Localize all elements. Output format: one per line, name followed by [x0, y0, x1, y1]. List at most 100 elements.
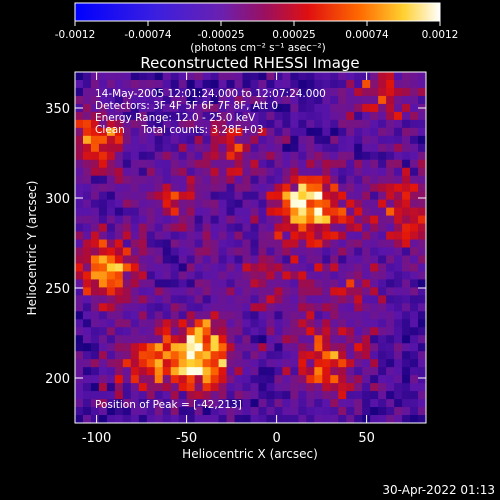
heatmap-cell: [154, 247, 164, 257]
heatmap-cell: [282, 143, 291, 153]
heatmap-cell: [146, 279, 156, 288]
heatmap-cell: [234, 143, 244, 153]
heatmap-cell: [386, 199, 395, 209]
heatmap-cell: [410, 167, 419, 177]
heatmap-cell: [386, 359, 395, 368]
heatmap-cell: [138, 72, 148, 81]
heatmap-cell: [418, 199, 426, 209]
heatmap-cell: [170, 135, 180, 145]
heatmap-cell: [370, 383, 379, 392]
heatmap-cell: [218, 199, 228, 209]
heatmap-cell: [138, 103, 148, 113]
heatmap-cell: [82, 95, 92, 105]
heatmap-cell: [106, 359, 116, 368]
heatmap-cell: [226, 191, 236, 201]
heatmap-cell: [346, 303, 355, 312]
heatmap-cell: [298, 271, 307, 281]
heatmap-cell: [378, 151, 387, 161]
heatmap-cell: [194, 295, 204, 304]
heatmap-cell: [194, 231, 204, 241]
heatmap-cell: [250, 72, 260, 81]
heatmap-cell: [138, 343, 148, 352]
heatmap-cell: [330, 255, 339, 265]
heatmap-cell: [210, 223, 220, 233]
heatmap-cell: [402, 95, 411, 105]
heatmap-cell: [266, 359, 276, 368]
heatmap-cell: [298, 327, 307, 336]
heatmap-cell: [242, 167, 252, 177]
heatmap-cell: [322, 127, 331, 137]
heatmap-cell: [75, 119, 84, 129]
heatmap-cell: [114, 319, 124, 328]
heatmap-cell: [402, 303, 411, 312]
heatmap-cell: [274, 72, 284, 81]
heatmap-cell: [330, 327, 339, 336]
heatmap-cell: [194, 343, 204, 352]
heatmap-cell: [234, 95, 244, 105]
heatmap-cell: [146, 207, 156, 217]
heatmap-cell: [346, 263, 355, 273]
heatmap-cell: [314, 311, 323, 320]
heatmap-cell: [122, 247, 132, 257]
heatmap-cell: [266, 223, 276, 233]
heatmap-cell: [322, 399, 331, 408]
heatmap-cell: [258, 95, 268, 105]
heatmap-cell: [114, 303, 124, 312]
heatmap-cell: [330, 79, 339, 89]
heatmap-cell: [242, 375, 252, 384]
heatmap-cell: [106, 87, 116, 97]
heatmap-cell: [274, 207, 284, 217]
heatmap-cell: [338, 151, 347, 161]
heatmap-cell: [306, 415, 315, 423]
heatmap-cell: [338, 335, 347, 344]
heatmap-cell: [338, 279, 347, 288]
heatmap-cell: [154, 367, 164, 376]
heatmap-cell: [274, 415, 284, 423]
heatmap-cell: [362, 207, 371, 217]
heatmap-cell: [154, 351, 164, 360]
heatmap-cell: [130, 287, 140, 296]
heatmap-cell: [298, 351, 307, 360]
heatmap-cell: [378, 135, 387, 145]
heatmap-cell: [138, 383, 148, 392]
heatmap-cell: [170, 199, 180, 209]
heatmap-cell: [282, 255, 291, 265]
heatmap-cell: [354, 191, 363, 201]
heatmap-cell: [314, 327, 323, 336]
heatmap-cell: [82, 383, 92, 392]
heatmap-cell: [162, 231, 172, 241]
heatmap-cell: [306, 87, 315, 97]
heatmap-cell: [130, 255, 140, 265]
heatmap-cell: [186, 343, 196, 352]
heatmap-cell: [178, 327, 188, 336]
heatmap-cell: [122, 183, 132, 193]
heatmap-cell: [194, 215, 204, 225]
heatmap-cell: [306, 183, 315, 193]
heatmap-cell: [210, 167, 220, 177]
heatmap-cell: [354, 327, 363, 336]
heatmap-cell: [242, 287, 252, 296]
heatmap-cell: [98, 271, 108, 281]
heatmap-cell: [162, 215, 172, 225]
heatmap-cell: [330, 343, 339, 352]
heatmap-cell: [106, 391, 116, 400]
heatmap-cell: [330, 319, 339, 328]
heatmap-cell: [418, 271, 426, 281]
heatmap-cell: [250, 183, 260, 193]
heatmap-cell: [122, 399, 132, 408]
heatmap-cell: [226, 231, 236, 241]
heatmap-cell: [226, 375, 236, 384]
heatmap-cell: [410, 151, 419, 161]
heatmap-cell: [90, 119, 100, 129]
heatmap-cell: [234, 415, 244, 423]
colorbar-tick-label: -0.00074: [124, 29, 172, 41]
heatmap-cell: [362, 199, 371, 209]
heatmap-cell: [322, 223, 331, 233]
heatmap-cell: [154, 271, 164, 281]
heatmap-cell: [346, 143, 355, 153]
heatmap-cell: [282, 391, 291, 400]
heatmap-cell: [154, 207, 164, 217]
heatmap-cell: [75, 279, 84, 288]
heatmap-cell: [75, 87, 84, 97]
heatmap-cell: [178, 335, 188, 344]
